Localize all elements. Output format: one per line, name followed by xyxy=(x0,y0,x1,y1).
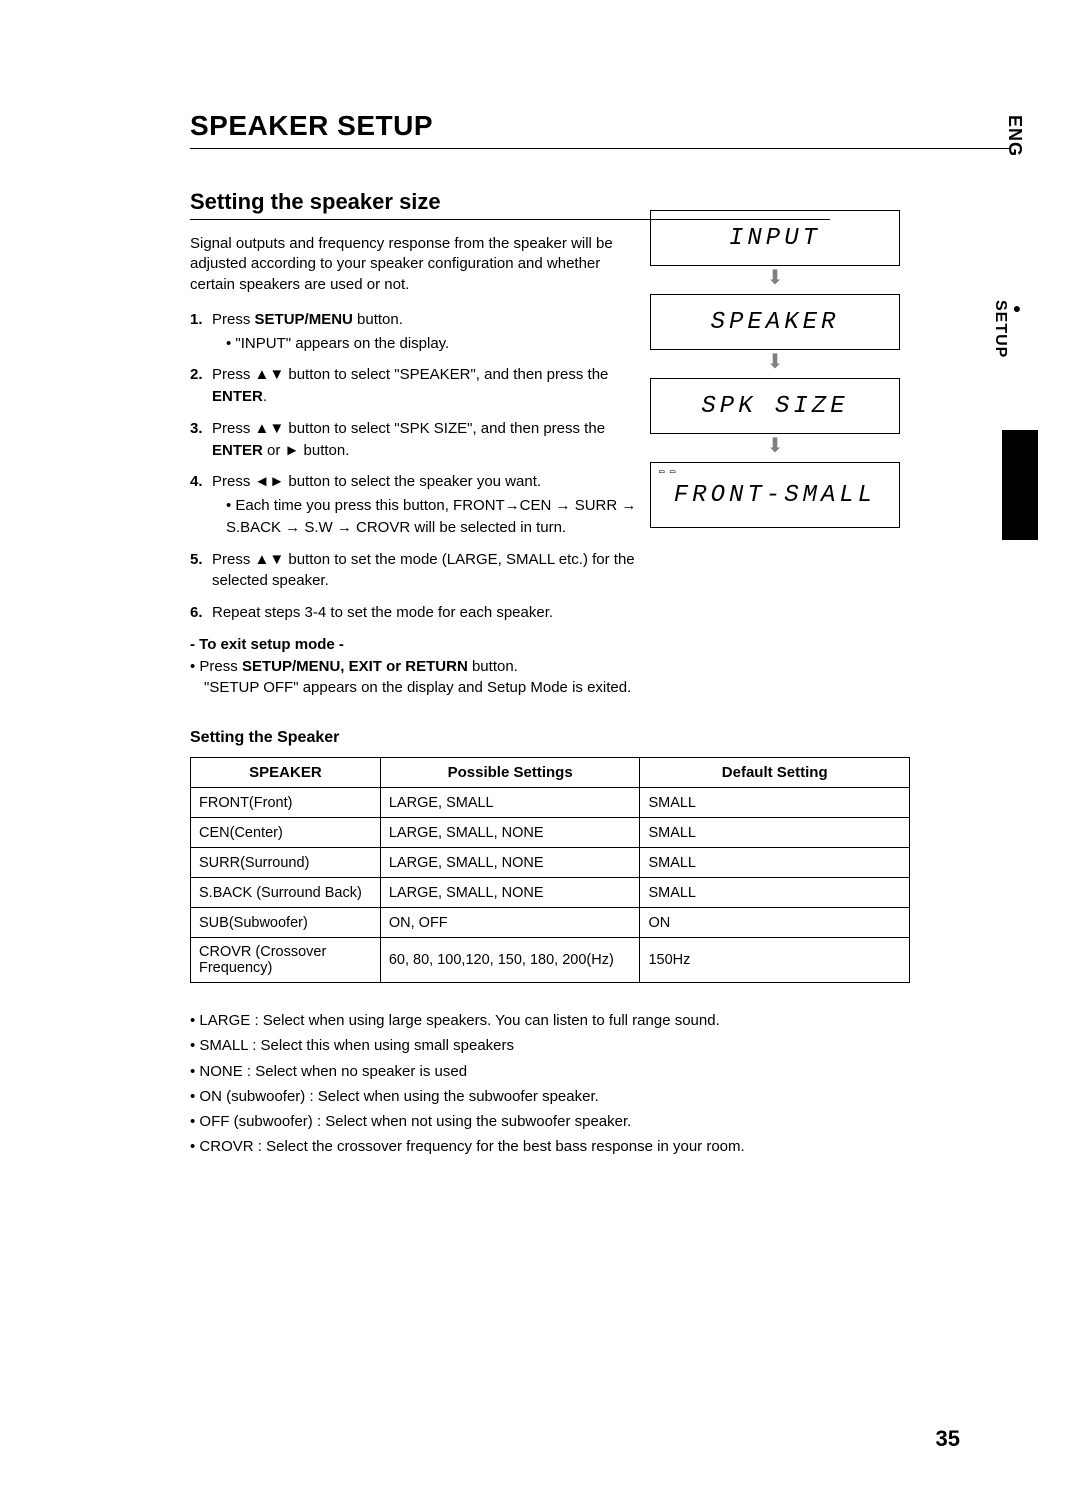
table-cell: FRONT(Front) xyxy=(191,788,381,818)
lcd-panel-front-small: ▭ ▭ FRONT-SMALL xyxy=(650,462,900,528)
table-row: S.BACK (Surround Back)LARGE, SMALL, NONE… xyxy=(191,878,910,908)
exit-line-2: "SETUP OFF" appears on the display and S… xyxy=(204,677,960,699)
lcd-display-stack: INPUT ⬇ SPEAKER ⬇ SPK SIZE ⬇ ▭ ▭ FRONT-S… xyxy=(650,210,900,528)
table-cell: SMALL xyxy=(640,878,910,908)
note-line: • NONE : Select when no speaker is used xyxy=(190,1060,960,1083)
step-number: 6. xyxy=(190,602,212,624)
note-line: • SMALL : Select this when using small s… xyxy=(190,1034,960,1057)
page-number: 35 xyxy=(936,1426,960,1452)
step-body: Press ▲▼ button to select "SPK SIZE", an… xyxy=(212,418,640,462)
lcd-arrow-2: ⬇ xyxy=(650,350,900,378)
step-item: 6.Repeat steps 3-4 to set the mode for e… xyxy=(190,602,640,624)
table-cell: SMALL xyxy=(640,818,910,848)
side-tab-lang: ENG xyxy=(1004,115,1025,157)
table-row: FRONT(Front)LARGE, SMALLSMALL xyxy=(191,788,910,818)
table-body: FRONT(Front)LARGE, SMALLSMALLCEN(Center)… xyxy=(191,788,910,983)
step-body: Press SETUP/MENU button.• "INPUT" appear… xyxy=(212,309,640,355)
table-cell: LARGE, SMALL, NONE xyxy=(380,818,640,848)
table-cell: 150Hz xyxy=(640,938,910,983)
lcd-panel-speaker: SPEAKER xyxy=(650,294,900,350)
table-row: CEN(Center)LARGE, SMALL, NONESMALL xyxy=(191,818,910,848)
table-cell: CEN(Center) xyxy=(191,818,381,848)
note-line: • CROVR : Select the crossover frequency… xyxy=(190,1135,960,1158)
page-title: SPEAKER SETUP xyxy=(190,110,960,142)
step-item: 1.Press SETUP/MENU button.• "INPUT" appe… xyxy=(190,309,640,355)
table-cell: LARGE, SMALL, NONE xyxy=(380,878,640,908)
steps-list: 1.Press SETUP/MENU button.• "INPUT" appe… xyxy=(190,309,640,624)
exit-line1-pre: • Press xyxy=(190,658,242,675)
intro-text: Signal outputs and frequency response fr… xyxy=(190,234,630,295)
lcd-panel-spk-size: SPK SIZE xyxy=(650,378,900,434)
notes-list: • LARGE : Select when using large speake… xyxy=(190,1009,960,1159)
exit-line1-bold: SETUP/MENU, EXIT or RETURN xyxy=(242,658,468,675)
exit-line-1: • Press SETUP/MENU, EXIT or RETURN butto… xyxy=(190,656,960,678)
side-marker-bar xyxy=(1002,430,1038,540)
step-body: Repeat steps 3-4 to set the mode for eac… xyxy=(212,602,640,624)
lcd-arrow-3: ⬇ xyxy=(650,434,900,462)
table-cell: ON xyxy=(640,908,910,938)
step-item: 3.Press ▲▼ button to select "SPK SIZE", … xyxy=(190,418,640,462)
table-cell: SMALL xyxy=(640,788,910,818)
note-line: • LARGE : Select when using large speake… xyxy=(190,1009,960,1032)
step-item: 5.Press ▲▼ button to set the mode (LARGE… xyxy=(190,549,640,593)
lcd-panel-input: INPUT xyxy=(650,210,900,266)
table-title: Setting the Speaker xyxy=(190,729,960,747)
step-sub: • "INPUT" appears on the display. xyxy=(226,333,640,355)
step-number: 4. xyxy=(190,471,212,538)
table-header-cell: Possible Settings xyxy=(380,758,640,788)
note-line: • OFF (subwoofer) : Select when not usin… xyxy=(190,1110,960,1133)
side-tab-setup: SETUP xyxy=(991,300,1025,358)
table-cell: LARGE, SMALL, NONE xyxy=(380,848,640,878)
table-header-row: SPEAKERPossible SettingsDefault Setting xyxy=(191,758,910,788)
table-cell: ON, OFF xyxy=(380,908,640,938)
table-row: CROVR (Crossover Frequency)60, 80, 100,1… xyxy=(191,938,910,983)
lcd-arrow-1: ⬇ xyxy=(650,266,900,294)
step-number: 5. xyxy=(190,549,212,593)
table-cell: S.BACK (Surround Back) xyxy=(191,878,381,908)
step-sub: • Each time you press this button, FRONT… xyxy=(226,495,640,539)
table-header-cell: Default Setting xyxy=(640,758,910,788)
title-rule xyxy=(190,148,1010,149)
exit-heading: - To exit setup mode - xyxy=(190,634,960,656)
note-line: • ON (subwoofer) : Select when using the… xyxy=(190,1085,960,1108)
table-cell: CROVR (Crossover Frequency) xyxy=(191,938,381,983)
speaker-settings-table: SPEAKERPossible SettingsDefault Setting … xyxy=(190,757,910,983)
table-row: SUB(Subwoofer)ON, OFFON xyxy=(191,908,910,938)
step-number: 2. xyxy=(190,364,212,408)
exit-line1-post: button. xyxy=(468,658,518,675)
table-cell: SMALL xyxy=(640,848,910,878)
table-header-cell: SPEAKER xyxy=(191,758,381,788)
step-body: Press ◄► button to select the speaker yo… xyxy=(212,471,640,538)
table-row: SURR(Surround)LARGE, SMALL, NONESMALL xyxy=(191,848,910,878)
lcd-small-icons: ▭ ▭ xyxy=(659,467,675,477)
table-cell: SURR(Surround) xyxy=(191,848,381,878)
step-item: 4.Press ◄► button to select the speaker … xyxy=(190,471,640,538)
step-number: 1. xyxy=(190,309,212,355)
step-number: 3. xyxy=(190,418,212,462)
table-cell: SUB(Subwoofer) xyxy=(191,908,381,938)
table-cell: 60, 80, 100,120, 150, 180, 200(Hz) xyxy=(380,938,640,983)
step-item: 2.Press ▲▼ button to select "SPEAKER", a… xyxy=(190,364,640,408)
exit-block: - To exit setup mode - • Press SETUP/MEN… xyxy=(190,634,960,699)
lcd-panel-text-4: FRONT-SMALL xyxy=(674,482,876,509)
step-body: Press ▲▼ button to select "SPEAKER", and… xyxy=(212,364,640,408)
table-cell: LARGE, SMALL xyxy=(380,788,640,818)
step-body: Press ▲▼ button to set the mode (LARGE, … xyxy=(212,549,640,593)
